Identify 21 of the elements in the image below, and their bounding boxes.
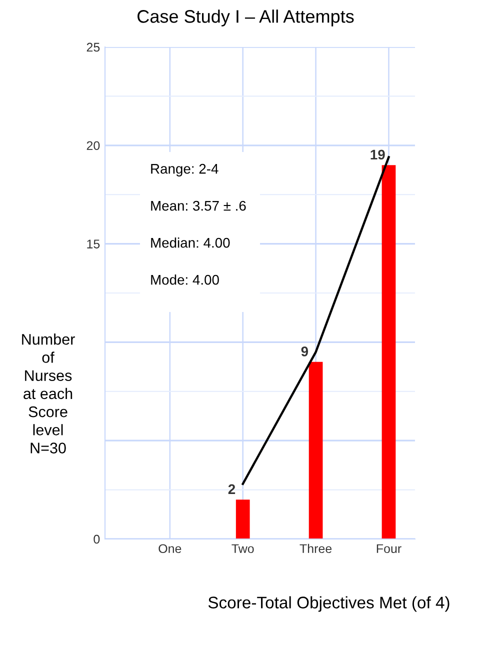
x-tick-label: Two — [232, 544, 254, 554]
y-tick-label: 20 — [86, 141, 100, 150]
x-tick-label: One — [158, 544, 182, 554]
y-tick-label: 15 — [87, 240, 100, 248]
bar — [382, 165, 396, 539]
annotation: Range: 2-4 — [151, 164, 218, 176]
annotation: Mode: 4.00 — [151, 274, 219, 285]
bar — [308, 362, 323, 539]
y-axis-title: Number of Nurses at each Score level N=30 — [22, 334, 75, 454]
data-label: 2 — [228, 484, 236, 494]
y-tick-label: 25 — [86, 42, 100, 52]
x-axis-title: Score-Total Objectives Met (of 4) — [208, 596, 450, 612]
data-label: 19 — [370, 150, 385, 160]
x-tick-label: Three — [300, 544, 332, 554]
annotation: Mean: 3.57 ± .6 — [151, 200, 246, 211]
chart-title: Case Study I – All Attempts — [138, 10, 354, 26]
x-tick-label: Four — [376, 544, 402, 554]
annotation: Median: 4.00 — [151, 238, 230, 248]
data-label: 9 — [301, 346, 308, 356]
y-tick-label: 0 — [94, 534, 100, 544]
bar — [236, 500, 250, 539]
